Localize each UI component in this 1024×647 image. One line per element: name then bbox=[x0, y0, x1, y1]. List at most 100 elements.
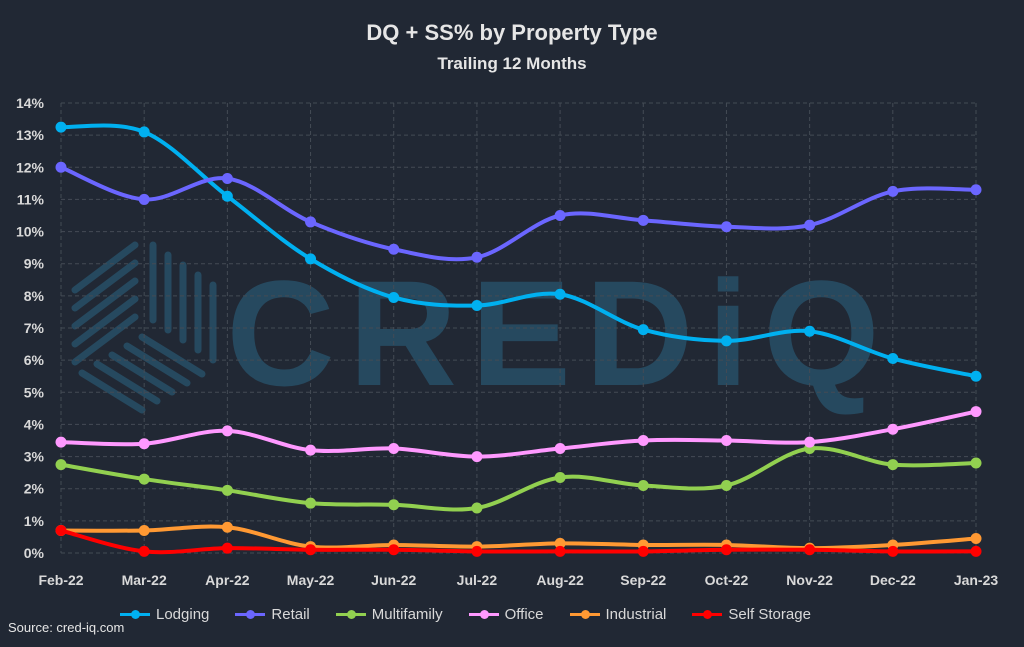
y-tick-label: 1% bbox=[24, 513, 45, 529]
data-point-self-storage bbox=[221, 542, 233, 554]
series-line-lodging bbox=[59, 123, 978, 379]
y-tick-label: 9% bbox=[24, 256, 45, 272]
data-point-office bbox=[471, 451, 483, 463]
data-point-self-storage bbox=[887, 545, 899, 557]
y-tick-label: 2% bbox=[24, 481, 45, 497]
legend-label: Multifamily bbox=[371, 606, 443, 623]
data-point-multifamily bbox=[55, 459, 67, 471]
y-tick-label: 10% bbox=[16, 224, 45, 240]
data-point-retail bbox=[305, 216, 317, 228]
data-point-lodging bbox=[55, 121, 67, 133]
data-point-lodging bbox=[554, 288, 566, 300]
data-point-retail bbox=[55, 161, 67, 173]
data-point-office bbox=[887, 423, 899, 435]
data-point-retail bbox=[471, 251, 483, 263]
data-point-retail bbox=[388, 243, 400, 255]
y-tick-label: 12% bbox=[16, 159, 45, 175]
y-tick-label: 13% bbox=[16, 127, 45, 143]
data-point-multifamily bbox=[388, 499, 400, 511]
data-point-lodging bbox=[221, 190, 233, 202]
data-point-multifamily bbox=[970, 457, 982, 469]
data-point-retail bbox=[887, 185, 899, 197]
legend-item: Industrial bbox=[569, 606, 666, 623]
chart-title: DQ + SS% by Property Type bbox=[366, 20, 658, 45]
series-line-self-storage bbox=[59, 528, 978, 555]
data-point-lodging bbox=[970, 370, 982, 382]
x-tick-label: Mar-22 bbox=[122, 572, 167, 588]
watermark-logo-icon bbox=[71, 241, 217, 414]
data-point-lodging bbox=[637, 324, 649, 336]
x-tick-label: May-22 bbox=[287, 572, 335, 588]
legend-swatch-icon bbox=[120, 609, 150, 619]
legend: Lodging Retail Multifamily Office Industrial… bbox=[120, 606, 811, 623]
legend-item: Self Storage bbox=[692, 606, 811, 623]
data-point-self-storage bbox=[637, 545, 649, 557]
data-point-lodging bbox=[887, 353, 899, 365]
data-point-self-storage bbox=[471, 545, 483, 557]
data-point-office bbox=[970, 406, 982, 418]
data-point-multifamily bbox=[471, 502, 483, 514]
data-point-retail bbox=[720, 221, 732, 233]
x-tick-label: Feb-22 bbox=[38, 572, 83, 588]
data-point-multifamily bbox=[221, 484, 233, 496]
data-point-office bbox=[720, 435, 732, 446]
series-line-industrial bbox=[59, 524, 978, 551]
y-tick-label: 14% bbox=[16, 95, 45, 111]
data-point-retail bbox=[804, 219, 816, 231]
data-point-multifamily bbox=[720, 480, 732, 491]
data-point-lodging bbox=[720, 335, 732, 347]
data-point-industrial bbox=[221, 521, 233, 533]
data-point-lodging bbox=[138, 126, 150, 138]
legend-swatch-icon bbox=[235, 609, 266, 619]
legend-label: Retail bbox=[271, 606, 310, 623]
data-point-lodging bbox=[305, 253, 317, 265]
y-tick-label: 3% bbox=[24, 449, 45, 465]
legend-label: Self Storage bbox=[728, 606, 811, 623]
data-point-retail bbox=[138, 193, 150, 205]
data-point-self-storage bbox=[720, 544, 732, 556]
source-note: Source: cred-iq.com bbox=[8, 620, 125, 635]
series-line-multifamily bbox=[59, 446, 978, 512]
data-point-office bbox=[221, 425, 233, 437]
data-point-self-storage bbox=[305, 544, 317, 556]
series-line-retail bbox=[59, 165, 978, 262]
data-point-multifamily bbox=[305, 497, 317, 509]
data-point-office bbox=[637, 435, 649, 446]
x-tick-label: Sep-22 bbox=[620, 572, 666, 588]
legend-swatch-icon bbox=[692, 609, 723, 619]
y-tick-label: 0% bbox=[24, 545, 45, 561]
data-point-retail bbox=[637, 214, 649, 226]
data-point-office bbox=[55, 436, 67, 448]
data-point-office bbox=[388, 443, 400, 455]
data-point-lodging bbox=[388, 291, 400, 303]
data-point-office bbox=[554, 443, 566, 455]
data-point-self-storage bbox=[388, 544, 400, 556]
y-tick-label: 4% bbox=[24, 416, 45, 432]
legend-swatch-icon bbox=[335, 609, 366, 619]
data-point-industrial bbox=[138, 525, 150, 536]
y-tick-label: 7% bbox=[24, 320, 45, 336]
data-point-self-storage bbox=[55, 525, 67, 536]
data-point-self-storage bbox=[554, 545, 566, 557]
x-tick-label: Dec-22 bbox=[870, 572, 916, 588]
data-point-retail bbox=[554, 210, 566, 221]
x-tick-label: Aug-22 bbox=[536, 572, 584, 588]
x-tick-label: Jan-23 bbox=[954, 572, 999, 588]
y-tick-label: 5% bbox=[24, 384, 45, 400]
data-point-retail bbox=[221, 173, 233, 185]
legend-label: Office bbox=[504, 606, 544, 623]
data-point-industrial bbox=[554, 537, 566, 549]
x-tick-label: Apr-22 bbox=[205, 572, 250, 588]
data-point-multifamily bbox=[554, 471, 566, 483]
data-point-industrial bbox=[970, 533, 982, 545]
data-point-self-storage bbox=[970, 545, 982, 557]
data-point-multifamily bbox=[637, 480, 649, 491]
y-tick-label: 11% bbox=[17, 191, 45, 207]
x-tick-label: Jun-22 bbox=[371, 572, 416, 588]
legend-swatch-icon bbox=[468, 609, 499, 619]
legend-item: Multifamily bbox=[335, 606, 443, 623]
x-tick-label: Jul-22 bbox=[457, 572, 498, 588]
y-tick-label: 6% bbox=[24, 352, 45, 368]
data-point-retail bbox=[970, 184, 982, 196]
